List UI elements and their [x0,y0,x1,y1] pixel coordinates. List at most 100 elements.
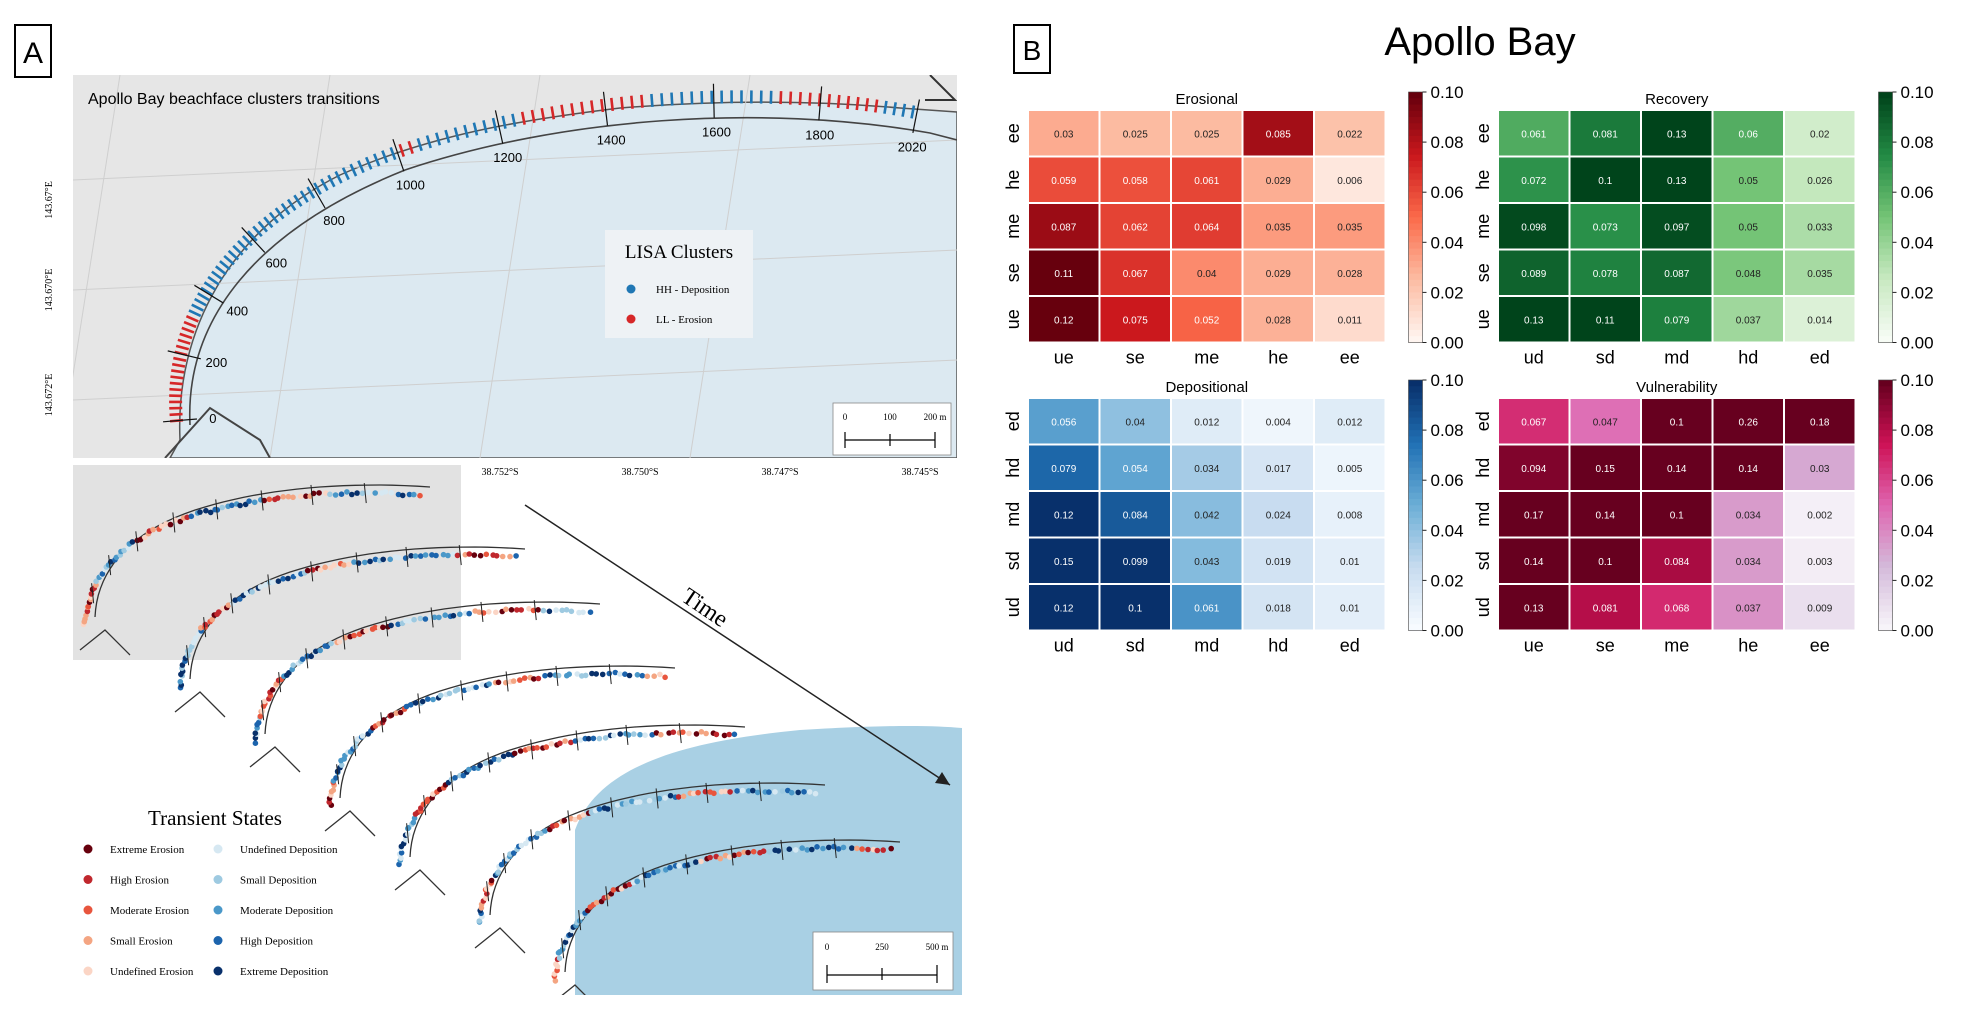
colorbar-segment [1409,305,1423,312]
transient-dot [549,741,555,747]
transient-dot [472,552,478,558]
transient-dot [267,497,273,503]
transient-dot [258,714,264,720]
colorbar-segment [1409,380,1423,387]
colorbar-segment [1409,261,1423,268]
transient-dot [380,557,386,563]
transient-dot [607,671,613,677]
colorbar-segment [1879,449,1893,456]
scale-bottom-1: 250 [875,942,889,952]
cell-value: 0.02 [1810,129,1830,140]
transient-dot [662,675,668,681]
transient-dot [298,494,304,500]
distance-tick-label: 1200 [493,150,522,165]
transient-dot [423,616,429,622]
transient-dot [888,846,894,852]
colorbar-segment [1409,148,1423,155]
colorbar-segment [1409,593,1423,600]
y-tick-label: se [1473,263,1493,282]
transient-dot [718,856,724,862]
transient-dot [615,802,621,808]
transient-dot [331,787,337,793]
cell-value: 0.012 [1194,417,1219,428]
colorbar-segment [1409,274,1423,281]
colorbar-segment [1879,461,1893,468]
cell-value: 0.078 [1593,269,1618,280]
cell-value: 0.006 [1337,176,1362,187]
transient-dot [253,740,259,746]
x-tick-label: sd [1596,348,1615,368]
colorbar-segment [1879,105,1893,112]
y-tick-label: hd [1003,458,1023,478]
colorbar-segment [1879,130,1893,137]
time-label: Time [677,583,733,632]
colorbar-segment [1879,499,1893,506]
cell-value: 0.026 [1807,176,1832,187]
lat-label-3: 38.747°S [761,467,798,478]
colorbar-segment [1879,474,1893,481]
transient-dot [557,741,563,747]
cell-value: 0.067 [1521,417,1546,428]
cell-value: 0.073 [1593,222,1618,233]
transient-dot [316,490,322,496]
y-tick-label: sd [1473,551,1493,570]
colorbar-segment [1879,411,1893,418]
colorbar-segment [1879,587,1893,594]
transient-dot [534,745,540,751]
transient-dot [300,656,306,662]
cluster-tick [631,96,632,109]
y-tick-label: he [1473,170,1493,190]
colorbar-tick-label: 0.00 [1431,334,1464,353]
colorbar-segment [1879,192,1893,199]
colorbar-tick-label: 0.02 [1901,283,1934,302]
colorbar-segment [1879,180,1893,187]
legend-label-erosion: High Erosion [110,875,169,887]
colorbar-segment [1409,624,1423,631]
legend-label-deposition: Undefined Deposition [240,844,338,856]
panel-b-label: B [1023,35,1042,66]
colorbar-segment [1879,399,1893,406]
transient-dot [553,978,559,984]
transient-dot [372,490,378,496]
colorbar-segment [1879,173,1893,180]
colorbar-segment [1879,512,1893,519]
transient-dot [290,662,296,668]
transient-dot [662,795,668,801]
cell-value: 0.079 [1664,315,1689,326]
y-tick-label: ed [1473,411,1493,431]
transient-dot [535,607,541,613]
distance-tick-label: 2020 [898,140,927,155]
colorbar-segment [1879,618,1893,625]
x-tick-label: se [1126,348,1145,368]
colorbar-segment [1879,249,1893,256]
colorbar-segment [1879,493,1893,500]
colorbar-segment [1409,618,1423,625]
transient-dot [203,508,209,514]
cell-value: 0.084 [1664,557,1689,568]
scale-bottom-2: 500 m [926,942,949,952]
cell-value: 0.1 [1670,417,1684,428]
transient-dot [507,554,513,560]
transient-dot [253,730,259,736]
transient-dot [780,788,786,794]
transient-dot [484,886,490,892]
cell-value: 0.018 [1266,603,1291,614]
transient-dot [588,609,594,615]
transient-dot [707,855,713,861]
colorbar-segment [1409,549,1423,556]
distance-tick-label: 1000 [396,178,425,193]
transient-dot [290,495,296,501]
colorbar-tick-label: 0.00 [1901,622,1934,641]
transient-dot [755,790,761,796]
transient-dot [566,671,572,677]
transient-dot [722,733,728,739]
colorbar-segment [1879,436,1893,443]
cluster-tick [809,93,810,106]
colorbar-segment [1879,230,1893,237]
pier [325,811,375,836]
x-tick-label: ed [1340,636,1360,656]
cluster-tick [601,99,603,112]
cell-value: 0.003 [1807,557,1832,568]
